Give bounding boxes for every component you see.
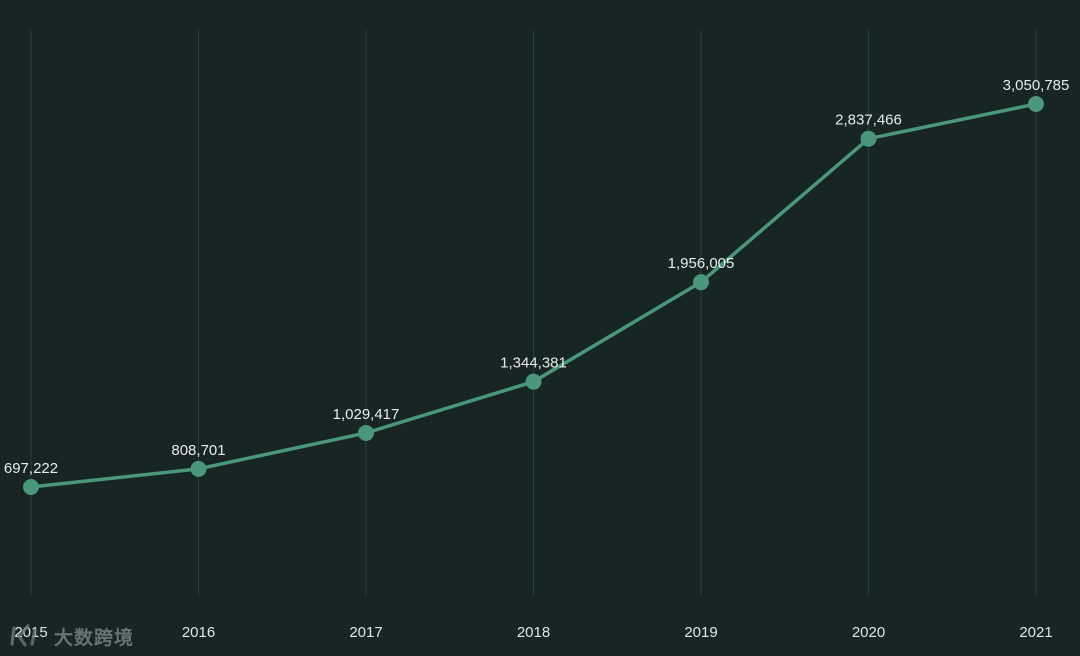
data-point-2015: [23, 479, 39, 495]
gridlines: [30, 30, 1037, 596]
x-tick-label-2017: 2017: [349, 624, 382, 641]
data-label-2021: 3,050,785: [1003, 77, 1070, 94]
watermark-logo-icon: [10, 624, 37, 647]
data-point-2017: [358, 424, 374, 441]
x-axis-ticks: 2015 2016 2017 2018 2019 2020 2021: [14, 624, 1052, 641]
data-label-2018: 1,344,381: [500, 355, 567, 372]
x-tick-label-2021: 2021: [1019, 624, 1052, 641]
x-tick-label-2015: 2015: [14, 624, 47, 641]
data-label-2019: 1,956,005: [668, 255, 735, 272]
watermark-text: 大数跨境: [54, 626, 135, 649]
data-label-2017: 1,029,417: [333, 406, 400, 423]
data-label-2015: 697,222: [4, 460, 58, 477]
data-point-2018: [525, 373, 542, 390]
data-label-2020: 2,837,466: [835, 112, 902, 129]
data-point-2019: [693, 274, 709, 291]
data-points: [23, 96, 1044, 495]
data-point-2016: [190, 460, 207, 477]
data-point-2020: [860, 130, 877, 147]
x-tick-label-2018: 2018: [517, 624, 550, 641]
data-label-2016: 808,701: [171, 442, 225, 459]
x-tick-label-2020: 2020: [852, 624, 885, 641]
data-labels: 697,222 808,701 1,029,417 1,344,381 1,956,00…: [4, 77, 1069, 477]
data-point-2021: [1028, 96, 1044, 112]
x-tick-label-2019: 2019: [684, 624, 717, 641]
x-tick-label-2016: 2016: [182, 624, 215, 641]
watermark: 大数跨境: [8, 621, 134, 651]
